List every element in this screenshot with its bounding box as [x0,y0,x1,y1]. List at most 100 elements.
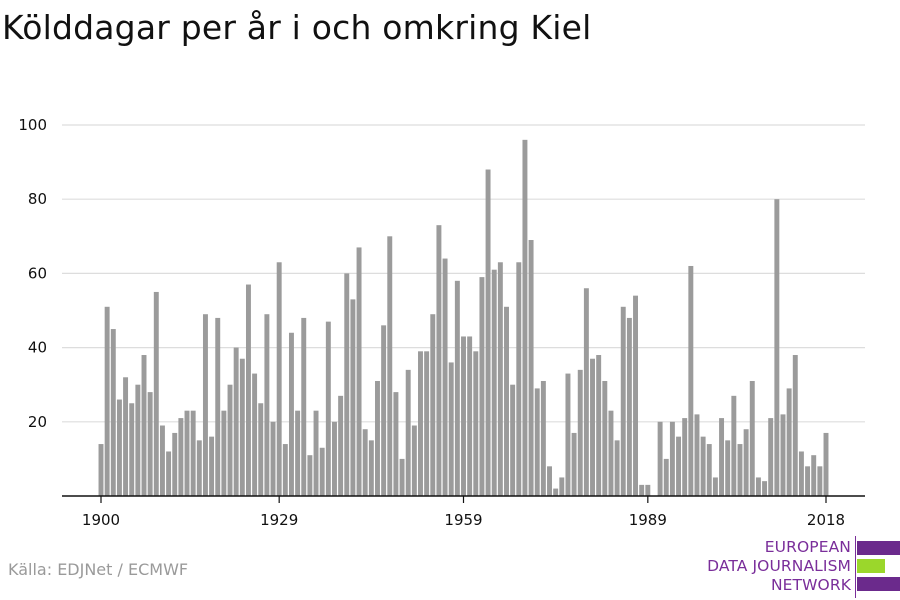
bar-1973[interactable] [547,466,552,496]
bar-2004[interactable] [737,444,743,496]
bar-1936[interactable] [319,447,325,496]
bar-1934[interactable] [307,455,313,496]
bar-1948[interactable] [393,392,399,496]
bar-1976[interactable] [565,373,571,496]
bar-1979[interactable] [583,288,589,496]
bar-1915[interactable] [190,410,196,496]
bar-1910[interactable] [159,425,165,496]
bar-2015[interactable] [805,466,811,496]
bar-1964[interactable] [491,269,497,496]
bar-1927[interactable] [264,314,270,496]
bar-1977[interactable] [571,432,577,496]
bar-1947[interactable] [387,236,393,497]
bar-1949[interactable] [399,458,405,496]
bar-1989[interactable] [645,484,651,496]
bar-1906[interactable] [135,384,141,496]
bar-1953[interactable] [424,351,430,496]
bar-1925[interactable] [252,373,258,496]
bar-1946[interactable] [381,325,387,496]
bar-1998[interactable] [700,436,706,496]
bar-1971[interactable] [534,388,540,496]
bar-1943[interactable] [362,429,368,496]
bar-1945[interactable] [375,380,380,496]
edjnet-logo[interactable]: EUROPEAN DATA JOURNALISM NETWORK [700,536,900,598]
bar-2010[interactable] [774,199,780,496]
bar-1918[interactable] [209,436,215,496]
bar-1950[interactable] [405,369,411,496]
bar-2000[interactable] [712,477,718,496]
bar-1986[interactable] [626,317,632,496]
bar-1960[interactable] [467,336,473,496]
bar-1904[interactable] [123,377,129,496]
bar-1931[interactable] [288,332,294,496]
bar-2008[interactable] [762,481,768,496]
bar-1957[interactable] [448,362,454,496]
bar-1933[interactable] [301,317,307,496]
bar-1939[interactable] [338,395,344,496]
bar-1907[interactable] [141,355,147,496]
bar-1994[interactable] [676,436,682,496]
bar-2014[interactable] [798,451,804,496]
bar-1955[interactable] [436,225,442,497]
bar-1954[interactable] [430,314,436,496]
bar-1961[interactable] [473,351,479,496]
bar-1956[interactable] [442,258,448,496]
bar-1974[interactable] [553,488,559,496]
bar-1985[interactable] [620,306,626,496]
bar-1987[interactable] [633,295,638,496]
bar-1988[interactable] [639,484,645,496]
bar-1920[interactable] [221,410,227,496]
bar-1930[interactable] [282,444,288,496]
bar-2016[interactable] [811,455,817,496]
bar-1963[interactable] [485,169,491,496]
bar-1935[interactable] [313,410,319,496]
bar-2018[interactable] [823,432,829,496]
bar-1993[interactable] [669,421,675,496]
bar-2009[interactable] [768,418,774,496]
bar-1980[interactable] [590,358,595,496]
bar-1905[interactable] [129,403,135,496]
bar-1967[interactable] [510,384,516,496]
bar-1914[interactable] [184,410,190,496]
bar-1951[interactable] [411,425,417,496]
bar-1975[interactable] [559,477,565,496]
bar-1962[interactable] [479,277,485,496]
bar-1941[interactable] [350,299,356,496]
bar-1932[interactable] [295,410,301,496]
bar-1978[interactable] [577,369,583,496]
bar-2013[interactable] [792,355,798,496]
bar-1970[interactable] [528,240,534,496]
bar-1944[interactable] [368,440,374,496]
bar-1929[interactable] [276,262,282,496]
bar-1922[interactable] [233,347,239,496]
bar-1908[interactable] [147,392,153,496]
bar-1938[interactable] [332,421,337,496]
bar-1926[interactable] [258,403,264,496]
bar-1921[interactable] [227,384,233,496]
bar-1981[interactable] [596,355,602,496]
bar-1913[interactable] [178,418,184,496]
bar-1912[interactable] [172,432,178,496]
bar-1996[interactable] [688,265,694,496]
bar-2011[interactable] [780,414,786,496]
bar-2007[interactable] [755,477,761,496]
bar-1911[interactable] [166,451,172,496]
bar-1942[interactable] [356,247,362,496]
bar-1965[interactable] [497,262,503,496]
bar-1952[interactable] [418,351,423,496]
bar-2006[interactable] [749,380,755,496]
bar-2003[interactable] [731,395,737,496]
bar-1928[interactable] [270,421,276,496]
bar-1903[interactable] [116,399,122,496]
bar-1919[interactable] [215,317,221,496]
bar-1995[interactable] [682,418,688,496]
bar-2012[interactable] [786,388,792,496]
bar-1924[interactable] [245,284,251,496]
bar-2002[interactable] [725,440,731,496]
bar-1901[interactable] [104,306,110,496]
bar-1916[interactable] [196,440,202,496]
bar-1992[interactable] [663,458,669,496]
bar-1968[interactable] [516,262,522,496]
bar-1991[interactable] [657,421,663,496]
bar-1982[interactable] [602,380,608,496]
